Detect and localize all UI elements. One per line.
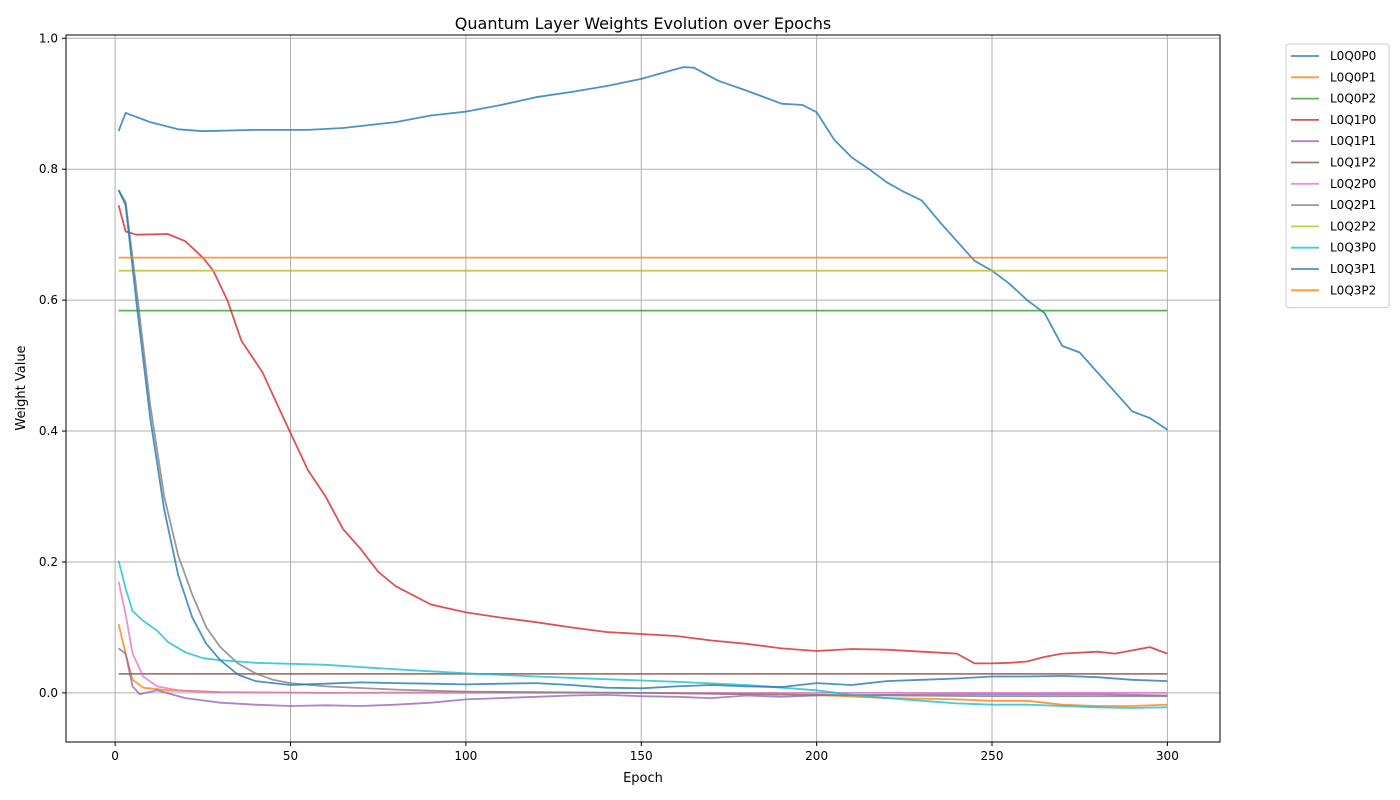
x-tick-label: 0	[111, 749, 119, 763]
series-line-l0q2p1	[117, 189, 1168, 698]
series-line-l0q3p0	[117, 560, 1168, 709]
legend-box	[1285, 43, 1390, 309]
x-axis-label: Epoch	[623, 771, 663, 786]
legend-label: L0Q0P2	[1330, 92, 1376, 106]
y-tick-label: 0.8	[39, 162, 58, 176]
x-tick-label: 200	[805, 749, 828, 763]
legend-label: L0Q1P2	[1330, 156, 1376, 170]
x-tick-label: 250	[981, 749, 1004, 763]
ticks: 0 50 100 150 200 250 300 0.0 0.2 0.4 0.6 0.8 1.0	[39, 31, 1179, 763]
x-tick-label: 300	[1156, 749, 1179, 763]
plot-frame	[65, 34, 1221, 743]
legend-label: L0Q2P2	[1330, 219, 1376, 233]
legend-label: L0Q0P0	[1330, 49, 1376, 63]
legend-label: L0Q3P1	[1330, 262, 1376, 276]
legend: L0Q0P0 L0Q0P1 L0Q0P2 L0Q1P0 L0Q1P1 L0Q1P2 L0Q2…	[1285, 43, 1390, 309]
y-tick-label: 0.4	[39, 424, 58, 438]
legend-label: L0Q1P1	[1330, 134, 1376, 148]
grid	[66, 35, 1220, 742]
series-line-l0q2p0	[117, 581, 1168, 694]
legend-label: L0Q0P1	[1330, 70, 1376, 84]
y-tick-label: 1.0	[39, 31, 58, 45]
y-tick-label: 0.0	[39, 686, 58, 700]
legend-label: L0Q3P0	[1330, 241, 1376, 255]
series-line-l0q1p0	[117, 204, 1168, 665]
legend-label: L0Q3P2	[1330, 283, 1376, 297]
x-tick-label: 150	[630, 749, 653, 763]
y-tick-label: 0.6	[39, 293, 58, 307]
y-axis-label: Weight Value	[14, 345, 29, 430]
y-tick-label: 0.2	[39, 555, 58, 569]
legend-label: L0Q2P0	[1330, 177, 1376, 191]
x-tick-label: 50	[283, 749, 298, 763]
series-line-l0q3p1	[117, 189, 1168, 690]
legend-label: L0Q1P0	[1330, 113, 1376, 127]
chart-title: Quantum Layer Weights Evolution over Epo…	[455, 14, 831, 33]
series-layer	[117, 66, 1168, 709]
x-tick-label: 100	[454, 749, 477, 763]
legend-label: L0Q2P1	[1330, 198, 1376, 212]
